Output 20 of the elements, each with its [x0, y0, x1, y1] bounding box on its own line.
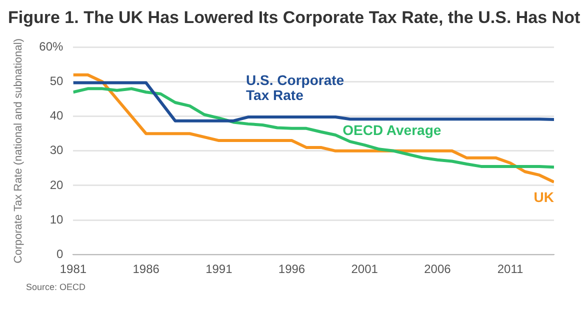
y-tick-label: 40	[50, 108, 64, 123]
series-label: UK	[534, 188, 554, 205]
x-tick-label: 2006	[424, 262, 452, 276]
y-tick-label: 10	[50, 212, 64, 226]
y-axis-title: Corporate Tax Rate (national and subnational)	[12, 38, 25, 264]
x-tick-label: 1981	[60, 262, 87, 276]
y-tick-label: 30	[50, 143, 64, 158]
x-tick-label: 1986	[132, 262, 160, 276]
y-tick-label: 50	[50, 74, 64, 88]
y-tick-label: 60%	[39, 40, 64, 54]
chart-title: Figure 1. The UK Has Lowered Its Corporate Tax Rate, the U.S. Has Not	[8, 8, 580, 28]
source-note: Source: OECD	[26, 282, 87, 292]
y-tick-label: 0	[56, 246, 64, 261]
x-tick-label: 2001	[351, 262, 378, 276]
series-label: U.S. Corporate Tax Rate	[246, 72, 344, 103]
x-tick-label: 1996	[278, 262, 306, 276]
series-label: OECD Average	[342, 122, 442, 138]
y-tick-label: 20	[50, 178, 64, 192]
x-tick-label: 2011	[497, 262, 524, 276]
x-tick-label: 1991	[206, 262, 233, 276]
